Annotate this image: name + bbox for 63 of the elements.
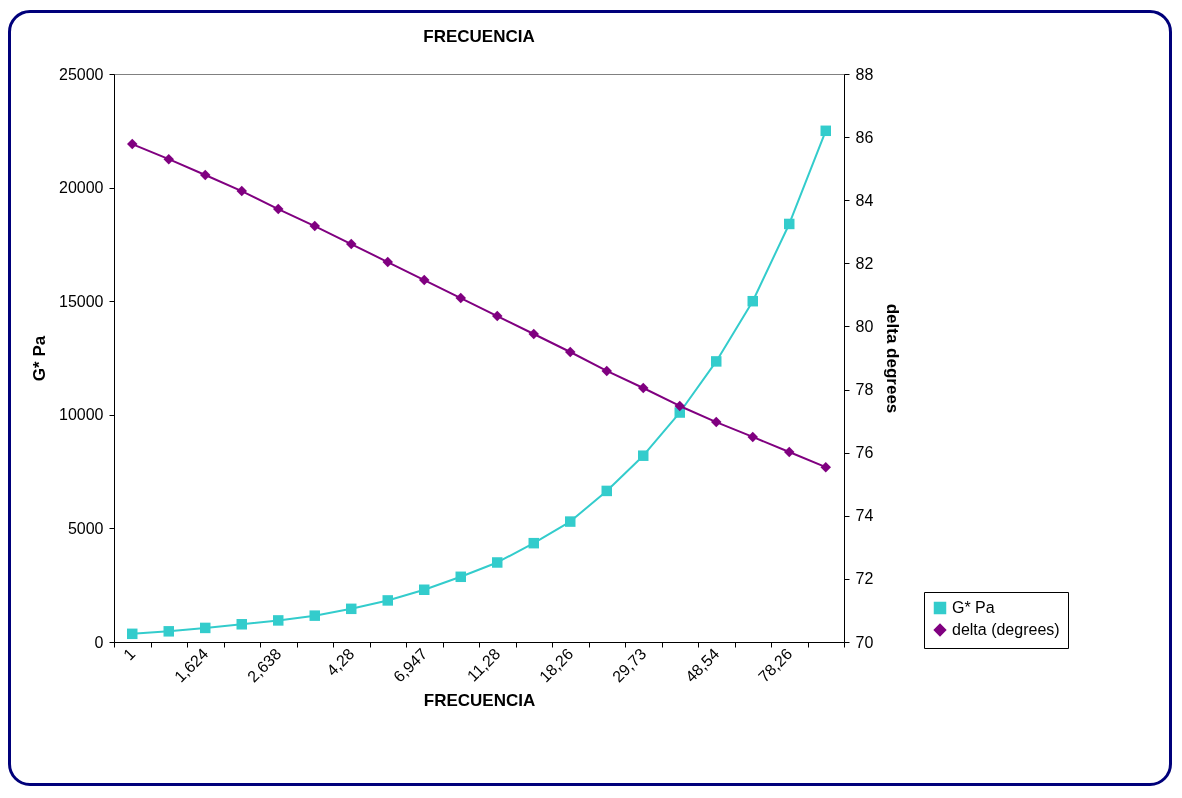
- point: [419, 584, 430, 595]
- point: [674, 400, 685, 412]
- point: [346, 238, 357, 250]
- y-tick-label: 10000: [59, 406, 104, 424]
- legend-label: delta (degrees): [952, 621, 1060, 638]
- point: [236, 619, 247, 630]
- point: [492, 557, 503, 568]
- point: [200, 169, 211, 181]
- point: [601, 485, 612, 497]
- point: [747, 295, 758, 307]
- point: [273, 615, 284, 626]
- point: [492, 310, 503, 322]
- y-tick-label: 0: [94, 633, 104, 651]
- point: [455, 292, 466, 304]
- point: [528, 537, 539, 549]
- point: [382, 256, 393, 268]
- point: [200, 622, 211, 634]
- point: [784, 446, 795, 458]
- y2-tick-label: 74: [855, 507, 874, 525]
- y-tick-label: 5000: [67, 519, 104, 537]
- point: [565, 516, 576, 527]
- y2-tick-label: 88: [855, 65, 874, 83]
- point: [711, 416, 722, 428]
- point: [638, 382, 649, 394]
- point: [747, 431, 758, 443]
- point: [346, 603, 357, 615]
- point: [163, 626, 174, 637]
- point: [784, 218, 795, 230]
- y2-axis-title: delta degrees: [883, 303, 903, 414]
- y-axis-title: G* Pa: [30, 335, 50, 382]
- x-tick-label: 4,28: [323, 645, 358, 680]
- y2-tick-label: 80: [855, 317, 874, 335]
- point: [711, 356, 722, 367]
- point: [127, 138, 138, 150]
- legend-label: G* Pa: [952, 599, 995, 616]
- point: [455, 571, 466, 583]
- point: [820, 461, 831, 473]
- x-axis-title: FRECUENCIA: [423, 691, 536, 711]
- point: [273, 203, 284, 215]
- point: [382, 595, 393, 606]
- y-tick-label: 15000: [59, 292, 104, 310]
- y-tick-label: 25000: [59, 65, 104, 83]
- x-tick-label: 1: [120, 645, 139, 664]
- point: [820, 125, 831, 137]
- point: [163, 153, 174, 165]
- y2-tick-label: 76: [855, 444, 874, 462]
- point: [309, 610, 320, 621]
- y2-tick-label: 70: [855, 633, 874, 651]
- y2-tick-label: 86: [855, 128, 874, 146]
- y2-tick-label: 72: [855, 570, 874, 588]
- point: [127, 628, 138, 640]
- chart-title: FRECUENCIA: [423, 27, 535, 46]
- point: [309, 220, 320, 232]
- point: [236, 185, 247, 197]
- y2-tick-label: 78: [855, 381, 874, 399]
- point: [601, 365, 612, 377]
- point: [638, 450, 649, 461]
- point: [419, 274, 430, 286]
- point: [528, 328, 539, 340]
- point: [565, 346, 576, 358]
- y2-tick-label: 84: [855, 191, 874, 209]
- y2-tick-label: 82: [855, 254, 874, 272]
- y-tick-label: 20000: [59, 179, 104, 197]
